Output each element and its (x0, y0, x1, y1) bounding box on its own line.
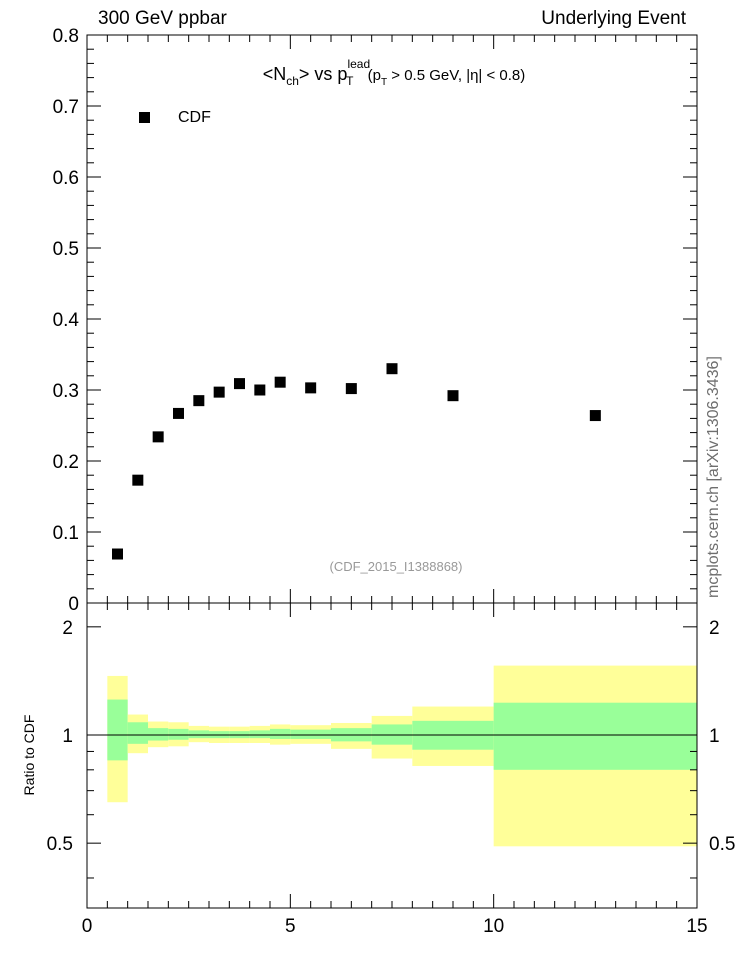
data-point (112, 548, 123, 560)
data-point (274, 376, 286, 388)
data-point (447, 390, 459, 402)
stat-uncertainty-band (127, 722, 148, 744)
y-tick-label: 0.4 (53, 310, 80, 331)
x-tick-label: 5 (285, 916, 296, 937)
stat-uncertainty-band (249, 730, 270, 739)
chart-title: <Nch> vs plead T (pT > 0.5 GeV, |η| < 0.8… (263, 57, 526, 88)
reference-label: (CDF_2015_I1388868) (330, 559, 463, 574)
data-point (193, 395, 205, 407)
header-left-label: 300 GeV ppbar (98, 8, 227, 29)
y-tick-label: 0.8 (53, 26, 79, 47)
ratio-y-tick-label-right: 0.5 (709, 834, 735, 855)
ratio-y-axis-label: Ratio to CDF (21, 715, 37, 796)
ratio-y-tick-label-left: 0.5 (47, 834, 73, 855)
stat-uncertainty-band (270, 728, 291, 739)
data-point (173, 407, 184, 419)
data-point (305, 382, 317, 394)
legend-label-cdf: CDF (178, 109, 211, 126)
stat-uncertainty-band (188, 730, 209, 739)
data-point (234, 378, 245, 390)
stat-uncertainty-band (168, 728, 189, 740)
y-tick-label: 0.7 (53, 97, 79, 118)
data-point (386, 363, 398, 375)
data-point (152, 431, 164, 443)
ratio-y-tick-label-left: 2 (62, 618, 73, 639)
header-right-label: Underlying Event (541, 8, 686, 29)
stat-uncertainty-band (148, 728, 169, 741)
y-tick-label: 0.1 (53, 523, 79, 544)
y-tick-label: 0.2 (53, 452, 79, 473)
y-tick-label: 0.3 (53, 381, 79, 402)
data-point (213, 386, 225, 398)
data-point (254, 384, 266, 396)
ratio-bands (107, 665, 697, 847)
stat-uncertainty-band (290, 729, 331, 739)
x-tick-label: 10 (483, 916, 504, 937)
cdf-series (112, 363, 601, 560)
ratio-y-tick-label-right: 1 (709, 726, 720, 747)
data-point (132, 474, 144, 486)
legend-marker-cdf (139, 112, 150, 123)
x-tick-label: 15 (686, 916, 707, 937)
y-tick-label: 0 (68, 594, 79, 615)
y-tick-label: 0.6 (53, 168, 79, 189)
ratio-y-tick-label-left: 1 (62, 726, 73, 747)
ratio-y-tick-label-right: 2 (709, 618, 720, 639)
stat-uncertainty-band (493, 702, 697, 770)
data-point (589, 410, 601, 422)
y-tick-label: 0.5 (53, 239, 79, 260)
x-tick-label: 0 (82, 916, 93, 937)
data-point (345, 383, 357, 395)
stat-uncertainty-band (107, 699, 128, 761)
